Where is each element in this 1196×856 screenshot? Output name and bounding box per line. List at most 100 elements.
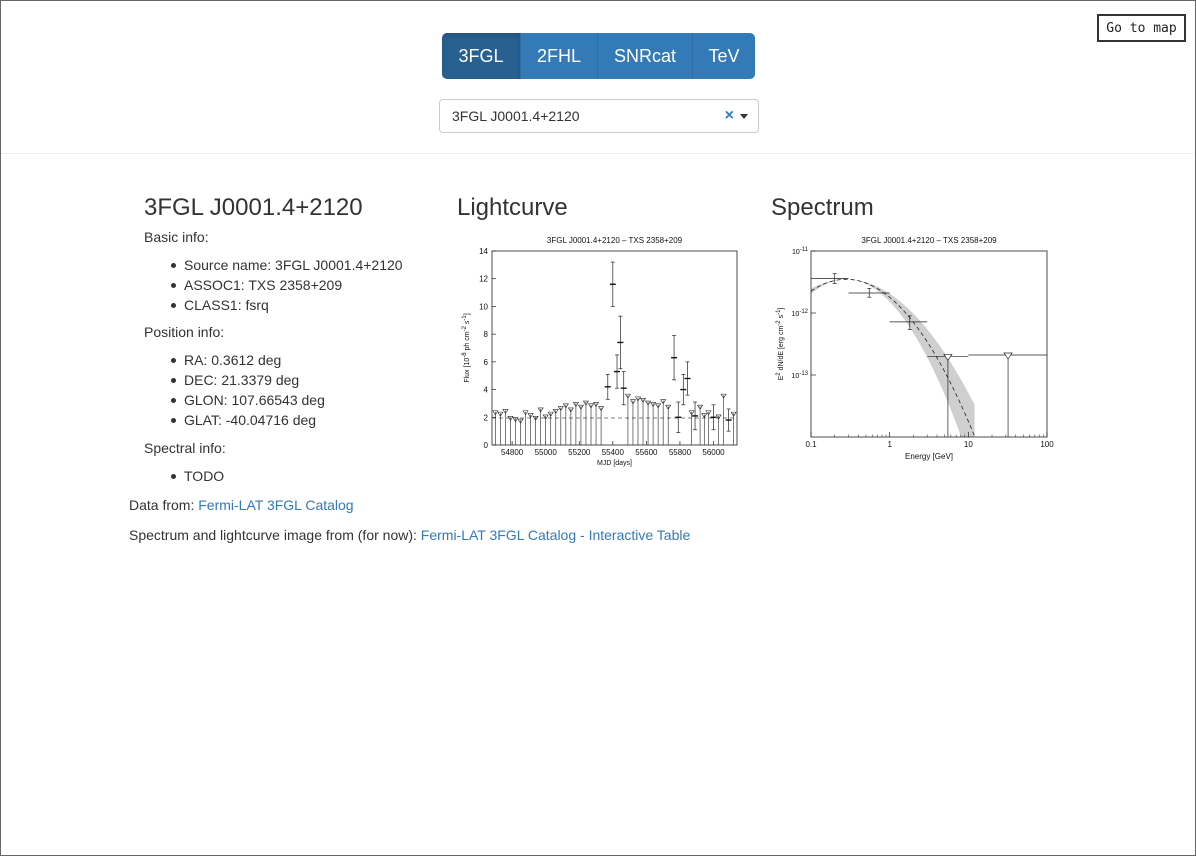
tab-2fhl[interactable]: 2FHL	[521, 33, 598, 79]
y-tick-label: 12	[479, 275, 488, 284]
spectrum-frame	[810, 250, 1048, 438]
source-select-value: 3FGL J0001.4+2120	[452, 108, 580, 124]
y-tick-label: 8	[484, 330, 489, 339]
upper-limit-marker	[542, 414, 549, 420]
upper-limit-marker	[1003, 352, 1013, 360]
model-curve	[811, 278, 975, 437]
upper-limit-marker	[582, 400, 590, 406]
upper-limit-marker	[592, 402, 600, 407]
basic-item: CLASS1: fsrq	[169, 295, 403, 315]
upper-limit-marker	[701, 413, 708, 419]
upper-limit-marker	[492, 410, 499, 416]
upper-limit-marker	[507, 415, 514, 421]
upper-limit-marker	[537, 407, 544, 413]
fermi-interactive-table-link[interactable]: Fermi-LAT 3FGL Catalog - Interactive Tab…	[420, 527, 691, 543]
go-to-map-button[interactable]: Go to map	[1097, 14, 1186, 42]
lightcurve-heading: Lightcurve	[457, 194, 568, 221]
y-tick-label: 10	[479, 302, 488, 311]
upper-limit-marker	[660, 399, 667, 405]
basic-info-list: Source name: 3FGL J0001.4+2120 ASSOC1: TX…	[169, 255, 403, 315]
upper-limit-marker	[639, 397, 647, 403]
upper-limit-marker	[502, 409, 509, 414]
upper-limit-marker	[650, 402, 657, 407]
x-tick-label: 54800	[501, 448, 524, 457]
upper-limit-marker	[587, 403, 595, 409]
upper-limit-marker	[577, 404, 584, 410]
spectral-info-list: TODO	[169, 466, 224, 486]
x-tick-label: 56000	[702, 448, 725, 457]
x-axis-label: Energy [GeV]	[905, 452, 953, 461]
upper-limit-marker	[943, 353, 953, 361]
spectrum-chart: 3FGL J0001.4+2120 – TXS 2358+209 0.1 1 10 10…	[776, 236, 1054, 461]
upper-limit-marker	[562, 403, 569, 409]
y-tick-label: 14	[479, 247, 488, 256]
caret-down-icon[interactable]	[740, 113, 748, 119]
basic-info-label: Basic info:	[144, 229, 209, 245]
x-tick-label: 100	[1040, 440, 1054, 449]
upper-limit-marker	[705, 410, 712, 416]
x-tick-label: 55800	[669, 448, 692, 457]
upper-limit-marker	[720, 393, 727, 399]
upper-limit-marker	[634, 396, 642, 402]
upper-limit-marker	[552, 409, 559, 414]
upper-limit-marker	[567, 407, 574, 413]
data-from-line: Data from: Fermi-LAT 3FGL Catalog	[129, 497, 354, 513]
lightcurve-chart: 3FGL J0001.4+2120 – TXS 2358+209 0 2 4 6 8 10 1…	[462, 236, 738, 467]
tab-snrcat[interactable]: SNRcat	[598, 33, 693, 79]
fermi-3fgl-catalog-link[interactable]: Fermi-LAT 3FGL Catalog	[198, 497, 354, 513]
spectral-item: TODO	[169, 466, 224, 486]
data-from-prefix: Data from:	[129, 497, 195, 513]
y-tick-label: 10-13	[792, 371, 809, 380]
x-tick-label: 55400	[602, 448, 625, 457]
y-axis-label: E2 dN/dE [erg cm-2 s-1]	[776, 308, 785, 381]
upper-limit-marker	[730, 411, 737, 417]
y-tick-label: 6	[484, 358, 489, 367]
image-source-prefix: Spectrum and lightcurve image from (for …	[129, 527, 417, 543]
source-title: 3FGL J0001.4+2120	[144, 194, 363, 221]
upper-limit-marker	[532, 415, 539, 421]
x-axis-label: MJD [days]	[597, 460, 632, 467]
spectral-info-label: Spectral info:	[144, 440, 226, 456]
upper-limit-marker	[697, 404, 704, 410]
tab-3fgl[interactable]: 3FGL	[442, 33, 521, 79]
upper-limit-marker	[598, 406, 605, 412]
position-item: DEC: 21.3379 deg	[169, 370, 325, 390]
lightcurve-title: 3FGL J0001.4+2120 – TXS 2358+209	[547, 236, 683, 245]
upper-limit-marker	[629, 399, 637, 405]
position-item: RA: 0.3612 deg	[169, 350, 325, 370]
upper-limit-marker	[557, 406, 564, 412]
upper-limit-marker	[645, 400, 652, 406]
basic-item: ASSOC1: TXS 2358+209	[169, 275, 403, 295]
lightcurve-frame	[491, 250, 738, 446]
image-source-line: Spectrum and lightcurve image from (for …	[129, 527, 690, 543]
upper-limit-marker	[517, 418, 524, 424]
position-info-label: Position info:	[144, 324, 225, 340]
tab-tev[interactable]: TeV	[693, 33, 755, 79]
y-tick-label: 10-12	[792, 309, 809, 318]
upper-limit-marker	[665, 404, 672, 410]
y-axis-label: Flux [10-8 ph cm-2 s-1]	[462, 313, 471, 382]
position-item: GLON: 107.66543 deg	[169, 390, 325, 410]
upper-limit-marker	[547, 411, 554, 417]
upper-limit-marker	[572, 402, 579, 407]
upper-limit-marker	[512, 417, 519, 423]
basic-item: Source name: 3FGL J0001.4+2120	[169, 255, 403, 275]
upper-limit-marker	[497, 411, 504, 417]
spectrum-heading: Spectrum	[771, 194, 874, 221]
x-tick-label: 55600	[635, 448, 658, 457]
upper-limit-marker	[527, 413, 534, 419]
x-tick-label: 55200	[568, 448, 591, 457]
x-tick-label: 1	[887, 440, 892, 449]
upper-limit-marker	[688, 410, 695, 416]
position-info-list: RA: 0.3612 deg DEC: 21.3379 deg GLON: 107.…	[169, 350, 325, 430]
source-select[interactable]: 3FGL J0001.4+2120 ×	[439, 99, 759, 133]
y-tick-label: 0	[484, 441, 489, 450]
header-divider	[1, 153, 1195, 154]
upper-limit-marker	[624, 393, 631, 399]
x-tick-label: 0.1	[805, 440, 817, 449]
y-tick-label: 4	[484, 386, 489, 395]
x-tick-label: 10	[964, 440, 973, 449]
upper-limit-marker	[715, 414, 722, 420]
clear-icon[interactable]: ×	[724, 107, 734, 124]
model-uncertainty-band	[811, 279, 975, 437]
